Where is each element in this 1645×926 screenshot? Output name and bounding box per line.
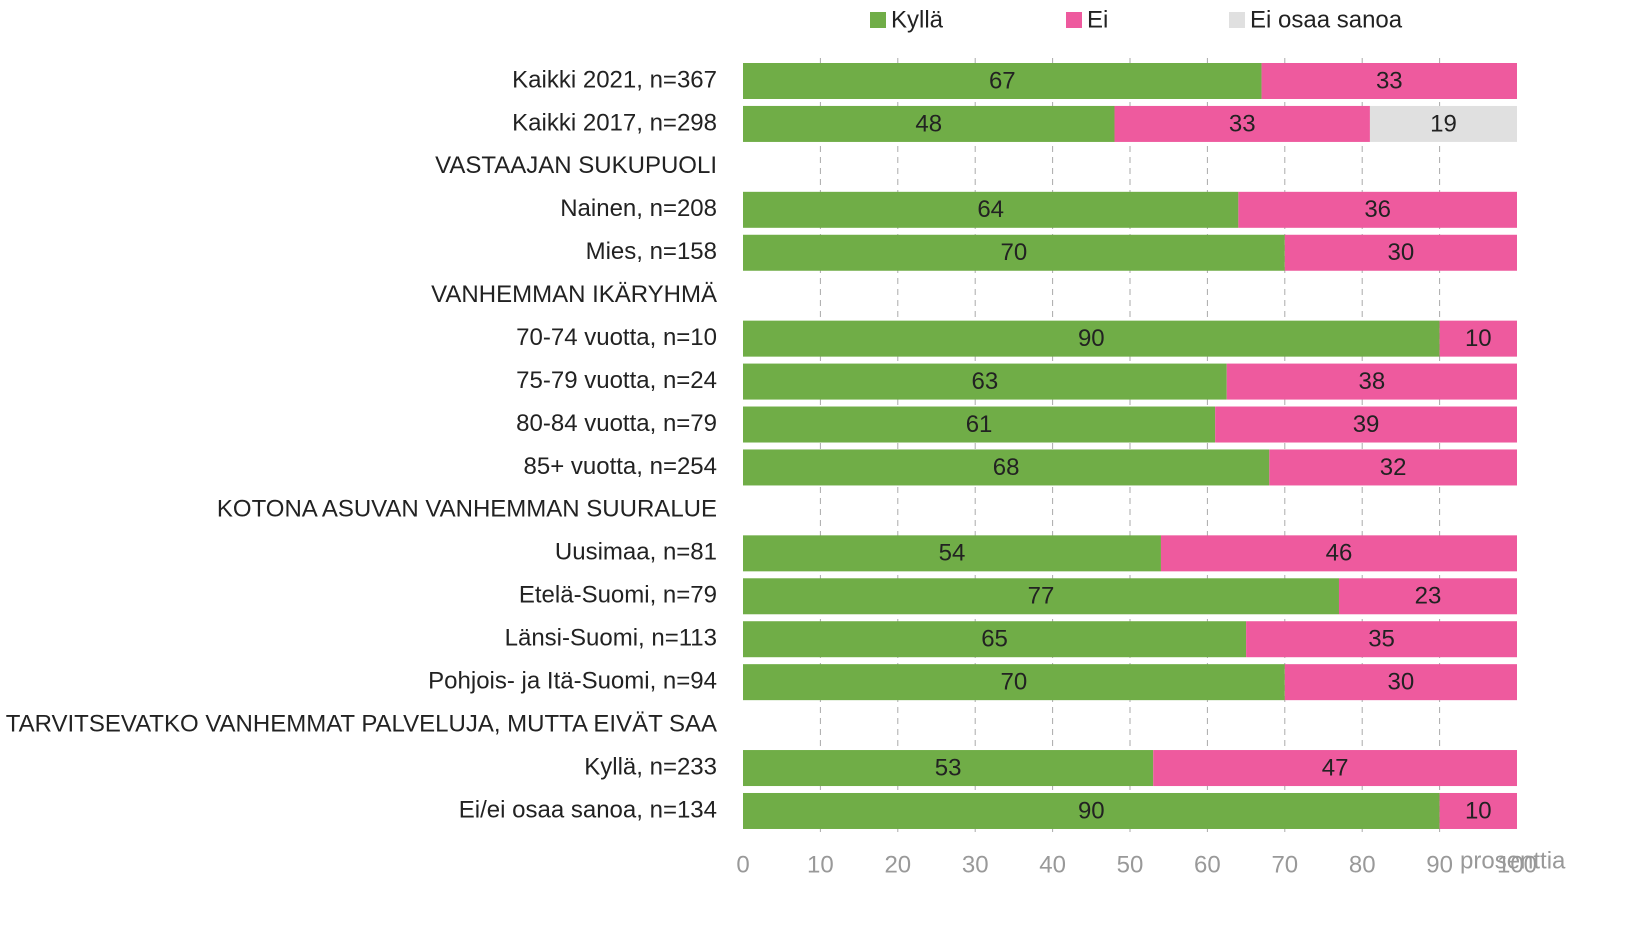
- data-label: 10: [1465, 325, 1492, 352]
- bar-segment: [1284, 664, 1517, 701]
- bar-segment: [1439, 792, 1517, 829]
- category-label: VANHEMMAN IKÄRYHMÄ: [431, 281, 717, 308]
- data-label: 35: [1368, 626, 1395, 653]
- category-label: 70-74 vuotta, n=10: [516, 324, 717, 351]
- category-label: 85+ vuotta, n=254: [524, 453, 718, 480]
- bar-segment: [1284, 234, 1517, 271]
- data-label: 23: [1415, 583, 1442, 610]
- legend-label: Ei: [1087, 6, 1108, 33]
- bar-segment: [1261, 63, 1517, 99]
- data-label: 36: [1364, 196, 1391, 223]
- bar-segment: [743, 234, 1285, 271]
- data-label: 90: [1078, 325, 1105, 352]
- data-label: 30: [1388, 669, 1415, 696]
- category-label: Mies, n=158: [586, 238, 717, 265]
- x-tick-label: 10: [807, 851, 834, 878]
- bar-segment: [1246, 621, 1517, 658]
- bar-segment: [743, 578, 1339, 615]
- bar-segment: [1338, 578, 1517, 615]
- bar-segment: [1439, 320, 1517, 357]
- x-tick-label: 50: [1117, 851, 1144, 878]
- data-label: 67: [989, 67, 1016, 94]
- category-label: VASTAAJAN SUKUPUOLI: [435, 152, 717, 179]
- bar-segment: [1114, 105, 1370, 142]
- category-label: 80-84 vuotta, n=79: [516, 410, 717, 437]
- x-tick-label: 90: [1426, 851, 1453, 878]
- bar-segment: [743, 320, 1440, 357]
- bar-segment: [1215, 406, 1517, 443]
- data-label: 90: [1078, 797, 1105, 824]
- category-label: KOTONA ASUVAN VANHEMMAN SUURALUE: [217, 496, 717, 523]
- data-label: 46: [1326, 540, 1353, 567]
- bar-segment: [743, 63, 1262, 99]
- category-label: Uusimaa, n=81: [555, 539, 717, 566]
- bar-segment: [743, 105, 1115, 142]
- data-label: 68: [993, 454, 1020, 481]
- data-label: 61: [966, 411, 993, 438]
- legend-label: Kyllä: [891, 6, 944, 33]
- x-axis-label: prosenttia: [1460, 847, 1566, 874]
- data-label: 54: [939, 540, 966, 567]
- bar-segment: [743, 792, 1440, 829]
- category-label: Kaikki 2017, n=298: [512, 109, 717, 136]
- bar-segment: [743, 449, 1270, 486]
- bar-segment: [1153, 750, 1517, 787]
- bar-segment: [743, 406, 1216, 443]
- category-label: TARVITSEVATKO VANHEMMAT PALVELUJA, MUTTA…: [6, 710, 717, 737]
- x-tick-label: 80: [1349, 851, 1376, 878]
- data-label: 19: [1430, 110, 1457, 137]
- category-label: Etelä-Suomi, n=79: [519, 582, 717, 609]
- bar-segment: [743, 664, 1285, 701]
- bar-segment: [1226, 363, 1517, 400]
- bar-segment: [1269, 449, 1517, 486]
- data-label: 48: [915, 110, 942, 137]
- category-label: Nainen, n=208: [560, 195, 717, 222]
- data-label: 39: [1353, 411, 1380, 438]
- data-label: 32: [1380, 454, 1407, 481]
- data-label: 53: [935, 754, 962, 781]
- bar-segment: [743, 750, 1154, 787]
- category-label: 75-79 vuotta, n=24: [516, 367, 717, 394]
- category-label: Ei/ei osaa sanoa, n=134: [459, 796, 717, 823]
- data-label: 64: [977, 196, 1004, 223]
- x-tick-label: 0: [736, 851, 749, 878]
- bar-segment: [743, 191, 1239, 228]
- category-label: Kyllä, n=233: [584, 753, 717, 780]
- category-label: Länsi-Suomi, n=113: [505, 625, 717, 652]
- legend-label: Ei osaa sanoa: [1250, 6, 1403, 33]
- x-tick-label: 30: [962, 851, 989, 878]
- data-label: 33: [1376, 67, 1403, 94]
- data-label: 30: [1388, 239, 1415, 266]
- x-tick-label: 60: [1194, 851, 1221, 878]
- data-label: 33: [1229, 110, 1256, 137]
- bar-segment: [1238, 191, 1517, 228]
- x-tick-label: 70: [1271, 851, 1298, 878]
- data-label: 38: [1359, 368, 1386, 395]
- x-tick-label: 40: [1039, 851, 1066, 878]
- x-tick-label: 100: [1497, 851, 1537, 878]
- category-label: Kaikki 2021, n=367: [512, 66, 717, 93]
- bar-segment: [743, 363, 1227, 400]
- legend-swatch: [870, 12, 886, 28]
- bar-segment: [743, 535, 1161, 572]
- data-label: 70: [1001, 239, 1028, 266]
- data-label: 47: [1322, 754, 1349, 781]
- bar-segment: [1160, 535, 1517, 572]
- bar-segment: [1369, 105, 1517, 142]
- x-tick-label: 20: [884, 851, 911, 878]
- data-label: 65: [981, 626, 1008, 653]
- bar-segment: [743, 621, 1247, 658]
- data-label: 10: [1465, 797, 1492, 824]
- data-label: 63: [972, 368, 999, 395]
- category-label: Pohjois- ja Itä-Suomi, n=94: [428, 668, 717, 695]
- data-label: 77: [1028, 583, 1055, 610]
- legend-swatch: [1229, 12, 1245, 28]
- legend-swatch: [1066, 12, 1082, 28]
- data-label: 70: [1001, 669, 1028, 696]
